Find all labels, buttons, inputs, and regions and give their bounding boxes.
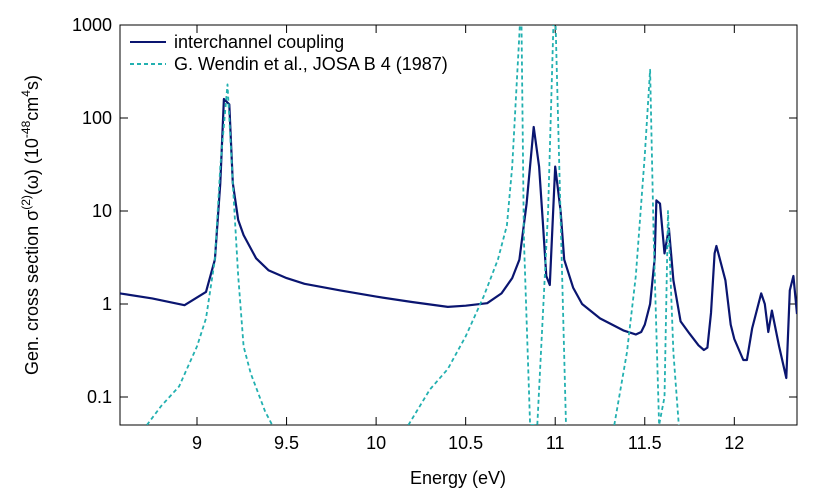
legend-label: interchannel coupling [174,32,344,52]
x-tick-label: 10.5 [448,433,483,453]
y-label-part: cm [22,97,42,121]
plot-lines [120,25,797,425]
y-label-part: (2) [19,195,33,210]
plot-frame [119,24,798,426]
y-label-part: s) [22,75,42,90]
y-tick-label: 1 [102,294,112,314]
series-line [120,97,797,380]
y-tick-label: 1000 [72,15,112,35]
x-tick-label: 9.5 [274,433,299,453]
x-tick-label: 12 [724,433,744,453]
legend-label: G. Wendin et al., JOSA B 4 (1987) [174,54,448,74]
y-label-part: 4 [19,90,33,97]
y-tick-label: 10 [92,201,112,221]
x-tick-label: 11.5 [628,433,662,453]
x-axis-label: Energy (eV) [410,468,506,488]
y-tick-label: 100 [82,108,112,128]
x-tick-label: 9 [192,433,202,453]
y-label-part: (ω) (10 [22,138,42,195]
x-tick-label: 10 [366,433,386,453]
series-line [146,25,680,425]
y-label-part: -48 [19,120,33,138]
x-tick-label: 11 [546,433,565,453]
y-tick-label: 0.1 [87,387,112,407]
y-label-part: Gen. cross section σ [22,210,42,375]
y-axis-label: Gen. cross section σ(2)(ω) (10-48cm4s) [19,75,42,375]
